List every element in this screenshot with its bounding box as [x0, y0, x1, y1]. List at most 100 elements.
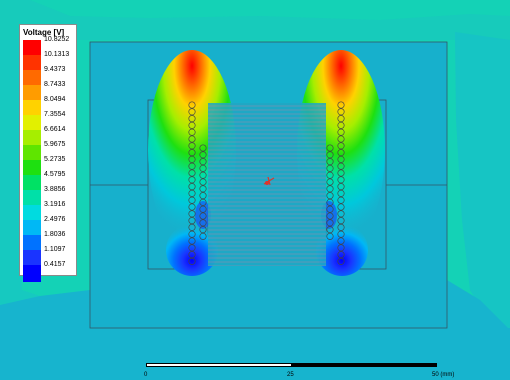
coil-turn: [337, 149, 345, 157]
coil-turn: [337, 115, 345, 123]
legend-label: 8.0494: [44, 96, 66, 103]
coil-turn: [326, 198, 334, 206]
legend-entry: 5.2735: [23, 156, 75, 177]
coil-turn: [188, 217, 196, 225]
coil-turn: [188, 251, 196, 259]
coil-turn: [188, 128, 196, 136]
legend-entry: 1.1097: [23, 246, 75, 267]
legend-label: 10.8252: [44, 36, 70, 43]
legend-label: 3.8856: [44, 186, 66, 193]
coil-turn: [326, 151, 334, 159]
coil-turn: [337, 230, 345, 238]
legend-entry: 10.1313: [23, 51, 75, 72]
legend-label: 6.6614: [44, 126, 66, 133]
coil-turns-left: [188, 101, 207, 265]
legend-swatch: [23, 130, 41, 147]
coil-turn: [326, 192, 334, 200]
right-cold-zone: [316, 224, 368, 276]
coil-turn: [199, 205, 207, 213]
coil-turn: [188, 155, 196, 163]
coil-turn: [326, 232, 334, 240]
legend-entry: 8.7433: [23, 81, 75, 102]
scale-bar: [146, 363, 437, 367]
legend-entry: 5.9675: [23, 141, 75, 162]
coil-turn: [326, 219, 334, 227]
coil-turn: [326, 144, 334, 152]
coil-turn: [326, 212, 334, 220]
legend-swatch: [23, 235, 41, 252]
legend-swatch: [23, 145, 41, 162]
legend-label: 8.7433: [44, 81, 66, 88]
coil-turn: [199, 171, 207, 179]
legend-swatch: [23, 220, 41, 237]
coordinate-axis-marker: [263, 176, 275, 186]
coil-turn: [199, 232, 207, 240]
legend-entry: 1.8036: [23, 231, 75, 252]
field-band-right: [455, 32, 510, 340]
scale-tick-25: 25: [287, 372, 294, 378]
scale-bar-white-segment: [146, 363, 292, 367]
coil-turn: [188, 121, 196, 129]
coil-turn: [188, 101, 196, 109]
legend-label: 5.9675: [44, 141, 66, 148]
coil-turn: [188, 142, 196, 150]
legend-entry: 9.4373: [23, 66, 75, 87]
voltage-legend: Voltage [V] 10.8252 10.1313 9.4373 8.7433 8.…: [19, 24, 77, 282]
legend-swatch: [23, 70, 41, 87]
coil-turn: [188, 196, 196, 204]
coil-turn: [326, 226, 334, 234]
coil-turn: [188, 203, 196, 211]
legend-label: 1.1097: [44, 246, 66, 253]
legend-swatch: [23, 175, 41, 192]
coil-turn: [337, 183, 345, 191]
legend-swatch: [23, 160, 41, 177]
legend-title: Voltage [V]: [23, 28, 65, 37]
legend-swatch: [23, 85, 41, 102]
coil-turn: [188, 189, 196, 197]
coil-turn: [188, 223, 196, 231]
scale-tick-50: 50 (mm): [432, 372, 455, 378]
coil-turn: [188, 257, 196, 265]
coil-turn: [337, 155, 345, 163]
coil-turn: [199, 164, 207, 172]
coil-turn: [188, 230, 196, 238]
coil-turn: [337, 223, 345, 231]
coil-turn: [188, 135, 196, 143]
coil-turn: [199, 158, 207, 166]
coil-turn: [337, 244, 345, 252]
left-cold-zone: [166, 224, 218, 276]
coil-turn: [188, 183, 196, 191]
legend-swatch: [23, 205, 41, 222]
legend-label: 2.4976: [44, 216, 66, 223]
coil-turn: [188, 162, 196, 170]
coil-turn: [188, 210, 196, 218]
coil-turn: [337, 128, 345, 136]
coil-turn: [199, 212, 207, 220]
legend-label: 1.8036: [44, 231, 66, 238]
legend-swatch: [23, 190, 41, 207]
scale-tick-0: 0: [144, 372, 148, 378]
coil-turn: [199, 198, 207, 206]
coil-turn: [188, 149, 196, 157]
legend-swatch: [23, 265, 41, 282]
legend-entry: 0.4157: [23, 261, 75, 282]
coil-turn: [188, 108, 196, 116]
coil-turn: [188, 244, 196, 252]
legend-entry: 8.0494: [23, 96, 75, 117]
coil-turn: [337, 176, 345, 184]
coil-turn: [337, 121, 345, 129]
legend-entry: 2.4976: [23, 216, 75, 237]
coil-turn: [326, 171, 334, 179]
legend-entry: 4.5795: [23, 171, 75, 192]
coil-turn: [337, 210, 345, 218]
coil-turn: [337, 217, 345, 225]
field-band-upper: [0, 0, 510, 40]
legend-label: 3.1916: [44, 201, 66, 208]
legend-label: 4.5795: [44, 171, 66, 178]
legend-label: 0.4157: [44, 261, 66, 268]
coil-turn: [199, 226, 207, 234]
coil-turn: [337, 101, 345, 109]
field-region-bottom: [0, 328, 510, 380]
legend-swatch: [23, 250, 41, 267]
